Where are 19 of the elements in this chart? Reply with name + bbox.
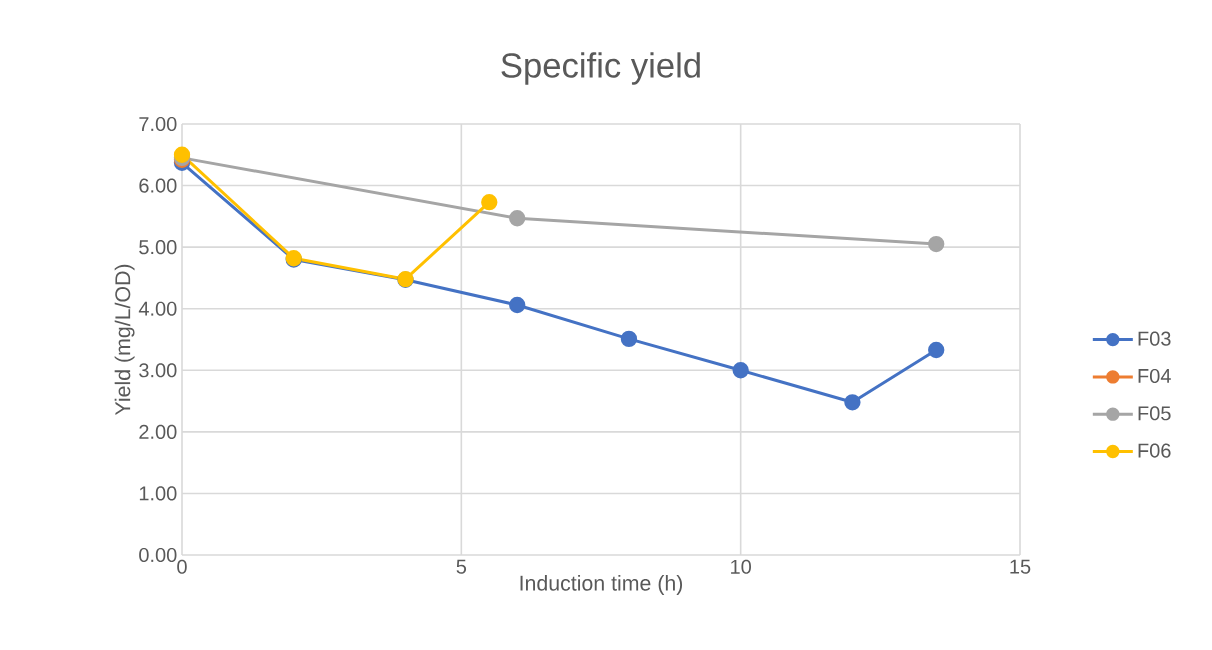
- y-tick-label: 2.00: [139, 424, 177, 439]
- x-tick-label: 15: [1010, 559, 1031, 574]
- y-tick-label: 0.00: [139, 547, 177, 563]
- x-tick-label: 0: [177, 559, 187, 574]
- x-axis-title: Induction time (h): [520, 575, 683, 595]
- legend-label: F03: [1138, 331, 1171, 346]
- y-tick-label: 5.00: [139, 240, 177, 255]
- y-tick-label: 1.00: [139, 486, 177, 501]
- x-tick-label: 5: [456, 559, 467, 574]
- y-tick-label: 3.00: [139, 363, 177, 378]
- x-tick-label: 10: [731, 559, 751, 574]
- y-tick-label: 6.00: [139, 178, 177, 193]
- y-tick-label: 7.00: [139, 116, 177, 132]
- legend-label: F06: [1138, 443, 1171, 458]
- legend-label: F05: [1138, 406, 1171, 421]
- y-tick-label: 4.00: [138, 301, 177, 316]
- y-axis-title: Yield (mg/L/OD): [114, 264, 135, 416]
- legend-label: F04: [1138, 368, 1171, 384]
- chart-title: Specific yield: [501, 52, 700, 85]
